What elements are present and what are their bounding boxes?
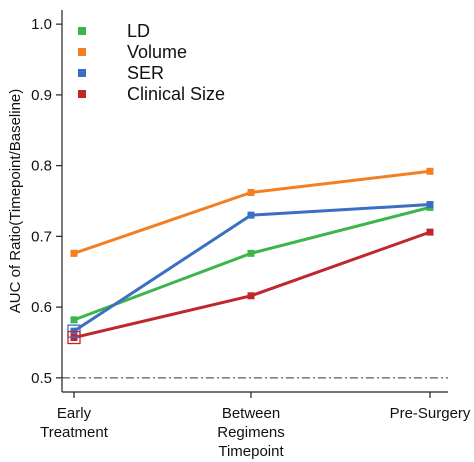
- data-point: [247, 249, 255, 257]
- y-tick-label: 0.8: [31, 158, 52, 175]
- data-point: [426, 167, 434, 175]
- legend-label: Volume: [127, 42, 187, 62]
- x-tick-label: Pre-Surgery: [390, 405, 471, 422]
- data-point: [247, 292, 255, 300]
- data-point: [426, 228, 434, 236]
- highlight-marker: [67, 330, 81, 345]
- x-tick-label: Timepoint: [218, 443, 284, 460]
- y-axis-label: AUC of Ratio(Timepoint/Baseline): [7, 89, 24, 314]
- y-tick-label: 0.6: [31, 299, 52, 316]
- legend-label: Clinical Size: [127, 84, 225, 104]
- series-line-ser: [73, 203, 431, 333]
- legend-swatch: [78, 48, 86, 56]
- data-point: [247, 211, 255, 219]
- series-line-clinical-size: [73, 230, 431, 339]
- y-tick-label: 1.0: [31, 16, 52, 33]
- legend-swatch: [78, 69, 86, 77]
- y-tick-label: 0.5: [31, 370, 52, 387]
- y-tick-label: 0.7: [31, 228, 52, 245]
- legend-swatch: [78, 27, 86, 35]
- x-tick-label: Regimens: [217, 424, 285, 441]
- series-points: [67, 167, 434, 345]
- data-point: [247, 189, 255, 197]
- x-tick-label: Between: [222, 405, 280, 422]
- legend-swatch: [78, 90, 86, 98]
- axes: 0.5 0.6 0.7 0.8 0.9 1.0 Early Treatment Between R…: [31, 10, 471, 460]
- series-line-ld: [73, 205, 431, 322]
- data-point: [70, 249, 78, 257]
- data-point: [426, 201, 434, 209]
- legend-label: LD: [127, 21, 150, 41]
- x-tick-label: Early: [57, 405, 92, 422]
- x-tick-label: Treatment: [40, 424, 109, 441]
- legend-label: SER: [127, 63, 164, 83]
- y-tick-label: 0.9: [31, 87, 52, 104]
- data-point: [70, 316, 78, 324]
